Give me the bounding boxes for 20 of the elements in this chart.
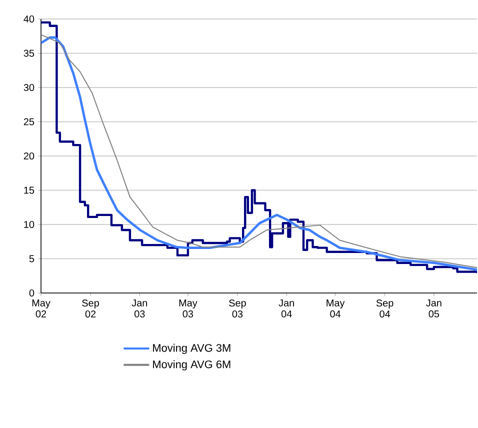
x-tick-label: May 04	[326, 300, 345, 318]
y-tick-label: 15	[24, 186, 34, 194]
y-tick-label: 40	[24, 15, 34, 23]
y-tick-label: 25	[24, 118, 34, 126]
legend-label: Moving AVG 6M	[153, 360, 230, 370]
x-tick-label: Sep 03	[229, 300, 246, 318]
y-tick-label: 20	[24, 152, 34, 160]
x-tick-label: May 03	[179, 300, 198, 318]
x-tick-label: Jan 04	[278, 300, 294, 318]
y-tick-label: 5	[29, 255, 34, 262]
y-tick-label: 0	[29, 289, 34, 297]
y-tick-label: 10	[24, 220, 34, 228]
x-tick-label: May 02	[32, 300, 50, 318]
y-tick-label: 30	[24, 84, 34, 92]
legend-label: Moving AVG 3M	[153, 344, 230, 354]
y-tick-label: 35	[24, 50, 34, 57]
x-tick-label: Jan 03	[132, 300, 148, 318]
x-tick-label: Sep 04	[376, 300, 394, 318]
x-tick-label: Sep 02	[82, 300, 99, 318]
x-tick-label: Jan 05	[426, 300, 442, 318]
